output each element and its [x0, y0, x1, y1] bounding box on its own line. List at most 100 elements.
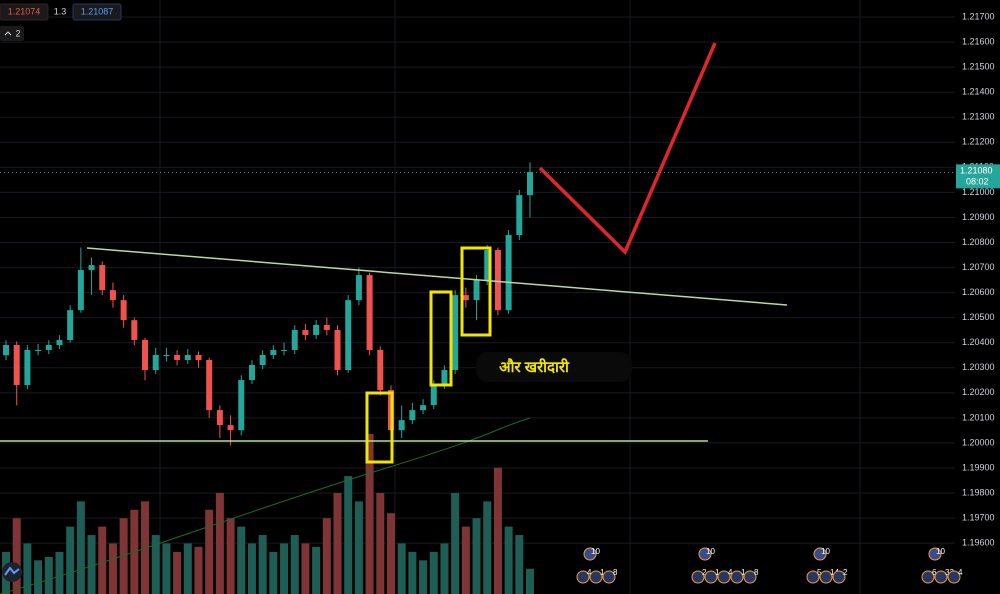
y-tick-label: 1.21700 [962, 11, 995, 21]
highlight-box [460, 246, 492, 337]
volume-bar [108, 543, 117, 594]
y-tick-label: 1.20800 [962, 237, 995, 247]
volume-bar [312, 546, 321, 594]
y-tick-label: 1.21500 [962, 62, 995, 72]
candle-body [259, 354, 266, 366]
indicators-count: 2 [15, 28, 20, 38]
projection [538, 42, 717, 256]
event-flag [819, 570, 833, 584]
candle-body [67, 310, 74, 340]
volume-bar [504, 526, 513, 594]
candle-body [313, 324, 320, 335]
candle-body [109, 290, 116, 301]
volume-bar [419, 560, 428, 594]
event-count: 10 [706, 547, 715, 556]
volume-bar [247, 543, 256, 594]
event-count: 10 [936, 547, 945, 556]
event-detail: 8 [613, 568, 618, 577]
candle-body [302, 329, 309, 335]
volume-bar [12, 518, 21, 594]
y-tick-label: 1.20900 [962, 212, 995, 222]
candle-body [430, 385, 437, 406]
y-tick-label: 1.20200 [962, 387, 995, 397]
volume-bar [237, 526, 246, 594]
event-flag [806, 570, 820, 584]
event-flag [717, 570, 731, 584]
candle-body [366, 275, 373, 350]
volume-bar [151, 535, 160, 594]
event-icon [928, 547, 942, 561]
y-tick-label: 1.19700 [962, 512, 995, 522]
annotation: और खरीदारी [499, 358, 570, 376]
candle-body [56, 339, 63, 345]
volume-bar [194, 546, 203, 594]
event-icon [698, 547, 712, 561]
bid-box[interactable] [0, 3, 49, 21]
candle-body [291, 329, 298, 350]
volume-bar [354, 501, 363, 594]
event-flag [704, 570, 718, 584]
event-detail: 5 [817, 568, 822, 577]
candle-body [270, 349, 277, 355]
volume-bar [408, 551, 417, 594]
event-detail: 2 [702, 568, 707, 577]
event-flag [934, 570, 948, 584]
event-flag [743, 570, 757, 584]
candle-body [323, 324, 330, 330]
volume-bar [397, 543, 406, 594]
volume-bar [226, 518, 235, 594]
event-flag [691, 570, 705, 584]
volume-bar [440, 543, 449, 594]
volume-bar [23, 543, 32, 594]
candle-body [334, 329, 341, 371]
candle-body [152, 354, 159, 371]
event-count: 10 [821, 547, 830, 556]
candle-body [516, 195, 523, 235]
candle-body [281, 349, 288, 351]
axis-labels: 1.21700 1.21600 1.21500 1.21400 1.21300 1.212… [962, 11, 995, 547]
bid: 1.21074 [8, 6, 41, 16]
candle-body [355, 275, 362, 301]
volume-bar [333, 492, 342, 594]
candle-body [3, 344, 9, 356]
y-tick-label: 1.20600 [962, 287, 995, 297]
y-tick-label: 1.21600 [962, 36, 995, 46]
last-price: 1.21080 [960, 166, 993, 176]
candle-body [195, 354, 202, 361]
event-detail: 1 [600, 568, 605, 577]
y-tick-label: 1.19800 [962, 487, 995, 497]
y-tick-label: 1.19900 [962, 462, 995, 472]
y-tick-label: 1.20400 [962, 337, 995, 347]
event-icon [583, 547, 597, 561]
candle-body [505, 234, 512, 311]
countdown: 08:02 [966, 177, 989, 187]
volume-bar [183, 543, 192, 594]
candle-body [216, 410, 223, 426]
volume-bar [483, 501, 492, 594]
candle-body [248, 365, 255, 381]
volume-bar [87, 535, 96, 594]
candle-body [441, 370, 448, 386]
y-tick-label: 1.21000 [962, 187, 995, 197]
volume-bar [493, 467, 502, 594]
candle-body [484, 250, 491, 281]
candle-body [174, 354, 181, 361]
ask-box[interactable] [72, 3, 122, 21]
event-flag [602, 570, 616, 584]
event-detail: 1 [715, 568, 720, 577]
candle-body [227, 425, 234, 431]
event-count: 10 [591, 547, 600, 556]
candle-body [409, 410, 416, 421]
candle-body [13, 344, 20, 386]
volume-bar [258, 535, 267, 594]
event-flag [589, 570, 603, 584]
event-detail: 8 [754, 568, 759, 577]
volume-bar [162, 543, 171, 594]
candle-body [462, 295, 469, 301]
highlight-box [365, 391, 394, 464]
indicators-toggle[interactable] [0, 26, 24, 41]
y-tick-label: 1.21200 [962, 137, 995, 147]
volume-bar [290, 535, 299, 594]
volume-bar [34, 560, 43, 594]
